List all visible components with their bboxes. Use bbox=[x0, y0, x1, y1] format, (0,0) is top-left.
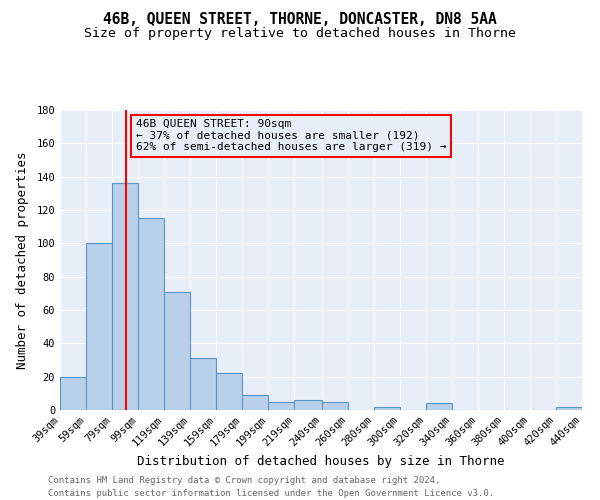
Bar bbox=[268, 402, 295, 410]
Bar bbox=[216, 374, 242, 410]
X-axis label: Distribution of detached houses by size in Thorne: Distribution of detached houses by size … bbox=[137, 456, 505, 468]
Text: Contains HM Land Registry data © Crown copyright and database right 2024.: Contains HM Land Registry data © Crown c… bbox=[48, 476, 440, 485]
Text: 46B, QUEEN STREET, THORNE, DONCASTER, DN8 5AA: 46B, QUEEN STREET, THORNE, DONCASTER, DN… bbox=[103, 12, 497, 28]
Bar bbox=[138, 218, 164, 410]
Text: 46B QUEEN STREET: 90sqm
← 37% of detached houses are smaller (192)
62% of semi-d: 46B QUEEN STREET: 90sqm ← 37% of detache… bbox=[136, 119, 446, 152]
Bar bbox=[242, 395, 268, 410]
Y-axis label: Number of detached properties: Number of detached properties bbox=[16, 151, 29, 369]
Bar bbox=[86, 244, 112, 410]
Bar bbox=[295, 400, 322, 410]
Text: Contains public sector information licensed under the Open Government Licence v3: Contains public sector information licen… bbox=[48, 489, 494, 498]
Bar bbox=[60, 376, 86, 410]
Bar bbox=[374, 406, 400, 410]
Bar bbox=[426, 404, 452, 410]
Bar bbox=[164, 292, 190, 410]
Bar bbox=[556, 406, 582, 410]
Bar bbox=[322, 402, 347, 410]
Bar bbox=[190, 358, 216, 410]
Text: Size of property relative to detached houses in Thorne: Size of property relative to detached ho… bbox=[84, 28, 516, 40]
Bar bbox=[112, 184, 138, 410]
